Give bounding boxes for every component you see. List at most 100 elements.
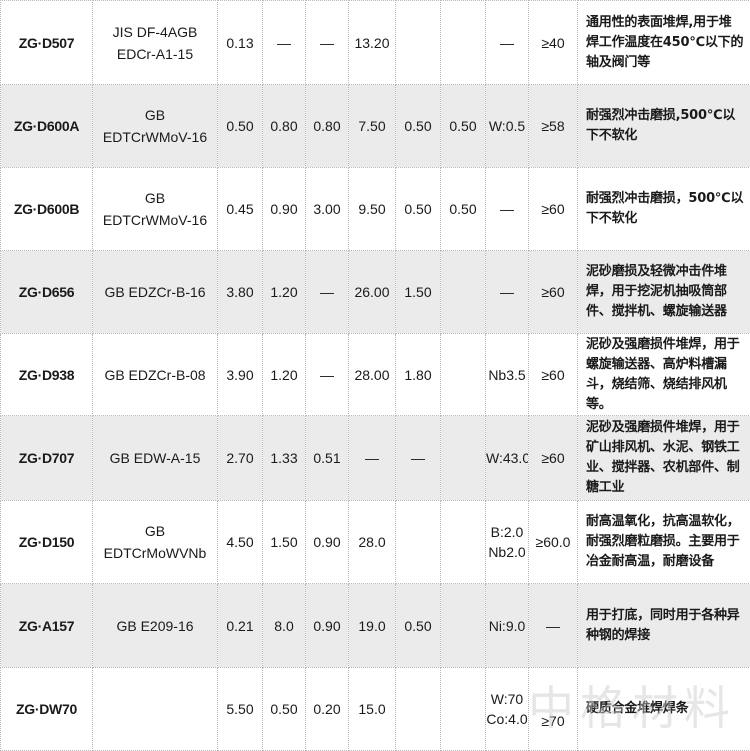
composition-cell: 0.50	[263, 668, 306, 751]
composition-cell	[441, 251, 486, 334]
composition-cell: 0.80	[306, 85, 349, 168]
hardness-cell: ≥40	[529, 1, 578, 85]
standard-line: JIS DF-4AGB	[93, 21, 217, 43]
other-element-line: Ni:9.0	[486, 616, 528, 636]
composition-cell	[396, 668, 441, 751]
description-cell: 通用性的表面堆焊,用于堆焊工作温度在450℃以下的轴及阀门等	[578, 1, 750, 85]
composition-cell: 0.90	[263, 168, 306, 251]
composition-cell: 28.0	[349, 501, 396, 584]
other-element-line: Nb2.0	[486, 542, 528, 562]
composition-cell: 0.90	[306, 501, 349, 584]
hardness-cell: —	[529, 584, 578, 668]
composition-cell: 0.13	[218, 1, 263, 85]
model-cell: ZG·D150	[1, 501, 93, 584]
model-cell: ZG·D656	[1, 251, 93, 334]
hardness-cell: ≥60	[529, 168, 578, 251]
composition-cell: —	[396, 416, 441, 501]
model-cell: ZG·D600B	[1, 168, 93, 251]
composition-cell: 7.50	[349, 85, 396, 168]
composition-cell: 1.20	[263, 334, 306, 416]
description-cell: 泥砂及强磨损件堆焊，用于矿山排风机、水泥、钢铁工业、搅拌器、农机部件、制糖工业	[578, 416, 750, 501]
model-cell: ZG·D707	[1, 416, 93, 501]
model-cell: ZG·A157	[1, 584, 93, 668]
standard-line: GB	[93, 187, 217, 209]
composition-cell: 0.80	[263, 85, 306, 168]
other-element-line: B:2.0	[486, 522, 528, 542]
hardness-cell: ≥58	[529, 85, 578, 168]
composition-cell: 2.70	[218, 416, 263, 501]
other-element-line: W:43.0	[486, 448, 528, 468]
composition-cell: 1.20	[263, 251, 306, 334]
standard-cell: GB E209-16	[93, 584, 218, 668]
model-cell: ZG·DW70	[1, 668, 93, 751]
hardness-cell: ≥60.0	[529, 501, 578, 584]
composition-cell: —	[306, 1, 349, 85]
other-element-cell: —	[486, 1, 529, 85]
composition-cell: 0.20	[306, 668, 349, 751]
description-cell: 用于打底，同时用于各种异种钢的焊接	[578, 584, 750, 668]
composition-cell	[441, 1, 486, 85]
composition-cell: 0.50	[441, 168, 486, 251]
composition-cell: 0.90	[306, 584, 349, 668]
hardness-cell: ≥60	[529, 416, 578, 501]
composition-cell: 0.45	[218, 168, 263, 251]
other-element-cell: W:43.0	[486, 416, 529, 501]
standard-line: GB E209-16	[93, 615, 217, 637]
composition-cell	[441, 668, 486, 751]
composition-cell: —	[306, 251, 349, 334]
composition-cell	[441, 334, 486, 416]
composition-cell: —	[263, 1, 306, 85]
standard-cell: GB EDW-A-15	[93, 416, 218, 501]
other-element-cell: Nb3.5	[486, 334, 529, 416]
other-element-line: Nb3.5	[486, 365, 528, 385]
standard-line: EDTCrMoWVNb	[93, 542, 217, 564]
standard-line: EDTCrWMoV-16	[93, 126, 217, 148]
composition-cell: 3.90	[218, 334, 263, 416]
composition-cell: 0.50	[396, 85, 441, 168]
other-element-cell: —	[486, 251, 529, 334]
other-element-line: W:0.5	[486, 116, 528, 136]
composition-cell: 15.0	[349, 668, 396, 751]
hardness-cell: ≥60	[529, 334, 578, 416]
other-element-line: —	[486, 199, 528, 219]
composition-cell: 3.80	[218, 251, 263, 334]
other-element-cell: W:0.5	[486, 85, 529, 168]
composition-cell	[396, 1, 441, 85]
composition-cell: 19.0	[349, 584, 396, 668]
standard-line: GB	[93, 104, 217, 126]
model-cell: ZG·D600A	[1, 85, 93, 168]
composition-cell: —	[306, 334, 349, 416]
standard-line: GB EDZCr-B-16	[93, 281, 217, 303]
composition-cell: 0.50	[218, 85, 263, 168]
composition-cell	[441, 501, 486, 584]
other-element-line: W:70	[486, 689, 528, 709]
composition-cell: 9.50	[349, 168, 396, 251]
model-cell: ZG·D938	[1, 334, 93, 416]
standard-cell: GB EDZCr-B-16	[93, 251, 218, 334]
composition-cell	[441, 584, 486, 668]
description-cell: 硬质合金堆焊焊条	[578, 668, 750, 751]
composition-cell: 8.0	[263, 584, 306, 668]
composition-cell: 26.00	[349, 251, 396, 334]
standard-line: EDTCrWMoV-16	[93, 209, 217, 231]
standard-cell: GB EDZCr-B-08	[93, 334, 218, 416]
composition-cell: 4.50	[218, 501, 263, 584]
composition-cell: 0.50	[441, 85, 486, 168]
description-cell: 耐高温氧化，抗高温软化，耐强烈磨粒磨损。主要用于冶金耐高温，耐磨设备	[578, 501, 750, 584]
composition-cell: 0.21	[218, 584, 263, 668]
composition-cell: 1.50	[263, 501, 306, 584]
composition-cell: 0.50	[396, 584, 441, 668]
